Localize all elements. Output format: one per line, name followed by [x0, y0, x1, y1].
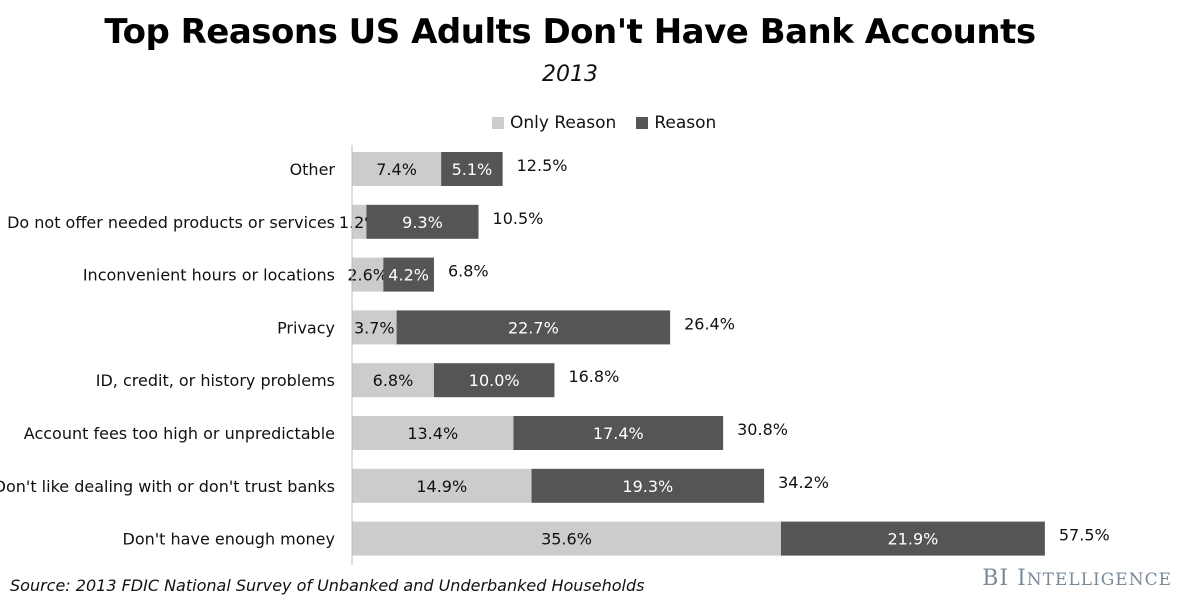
data-label: 22.7%	[508, 318, 559, 337]
category-label: Do not offer needed products or services	[7, 213, 335, 232]
legend-item-only-reason: Only Reason	[492, 113, 616, 133]
bar-reason	[383, 257, 434, 292]
bar-only-reason	[352, 257, 384, 292]
total-label: 26.4%	[684, 314, 735, 333]
bar-only-reason	[352, 204, 367, 239]
brand-logo-bi: BI	[982, 566, 1010, 591]
bar-reason	[531, 468, 765, 503]
legend-swatch-reason	[636, 117, 649, 129]
chart-title: Top Reasons US Adults Don't Have Bank Ac…	[104, 12, 1036, 52]
bar-reason	[441, 152, 503, 186]
legend-item-reason: Reason	[636, 113, 716, 133]
bar-only-reason	[352, 363, 434, 398]
total-label: 57.5%	[1059, 526, 1110, 545]
legend-swatch-only-reason	[492, 117, 504, 129]
data-label: 3.7%	[354, 318, 395, 337]
data-label: 2.6%	[347, 266, 388, 285]
bar-reason	[513, 416, 724, 450]
category-label: Inconvenient hours or locations	[83, 266, 335, 285]
data-label: 10.0%	[469, 371, 520, 390]
data-label: 9.3%	[402, 213, 443, 232]
bar-reason	[433, 363, 555, 398]
data-label: 35.6%	[541, 530, 592, 549]
bar-only-reason	[352, 468, 532, 503]
bar-only-reason	[352, 521, 781, 556]
chart-legend: Only Reason Reason	[492, 113, 736, 133]
brand-logo: BI INTELLIGENCE	[982, 566, 1172, 591]
category-label: Don't have enough money	[123, 530, 335, 549]
bar-reason	[780, 521, 1045, 556]
total-label: 34.2%	[778, 473, 829, 492]
total-label: 30.8%	[737, 420, 788, 439]
bar-only-reason	[352, 152, 442, 186]
data-label: 4.2%	[388, 266, 429, 285]
category-label: ID, credit, or history problems	[96, 371, 335, 390]
legend-label-reason: Reason	[654, 113, 717, 133]
total-label: 12.5%	[517, 156, 568, 175]
data-label: 19.3%	[622, 477, 673, 496]
source-note: Source: 2013 FDIC National Survey of Unb…	[10, 576, 645, 595]
total-label: 10.5%	[493, 209, 544, 228]
data-label: 13.4%	[407, 424, 458, 443]
data-label: 14.9%	[416, 477, 467, 496]
total-label: 16.8%	[568, 367, 619, 386]
brand-logo-rest: NTELLIGENCE	[1026, 570, 1172, 590]
data-label: 21.9%	[888, 530, 939, 549]
data-label: 6.8%	[373, 371, 414, 390]
chart-subtitle: 2013	[542, 62, 598, 87]
category-label: Account fees too high or unpredictable	[24, 424, 335, 443]
bar-only-reason	[352, 310, 397, 345]
bar-reason	[366, 204, 479, 239]
bar-only-reason	[352, 416, 514, 450]
total-label: 6.8%	[448, 262, 489, 281]
legend-label-only-reason: Only Reason	[510, 113, 617, 133]
data-label: 7.4%	[376, 160, 417, 179]
category-label: Other	[290, 160, 336, 179]
data-label: 5.1%	[452, 160, 493, 179]
category-label: Don't like dealing with or don't trust b…	[0, 477, 335, 496]
bar-reason	[396, 310, 671, 345]
brand-logo-i: I	[1017, 566, 1027, 591]
data-label: 17.4%	[593, 424, 644, 443]
category-label: Privacy	[277, 318, 335, 337]
